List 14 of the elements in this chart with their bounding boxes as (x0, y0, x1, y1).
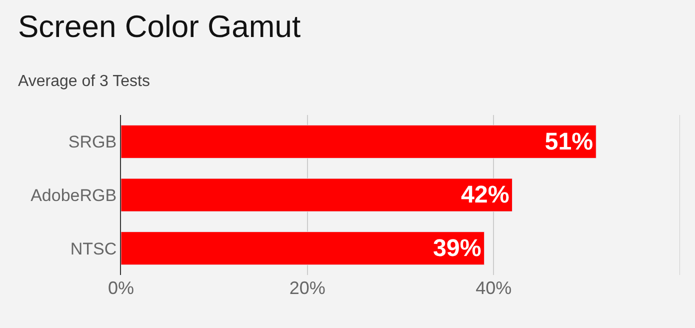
chart-subtitle: Average of 3 Tests (18, 73, 150, 90)
y-tick-label: NTSC (70, 239, 117, 258)
y-tick-label: SRGB (68, 132, 117, 152)
bar (121, 124, 596, 158)
bar (121, 178, 513, 212)
data-label: 39% (432, 235, 482, 262)
data-label: 51% (544, 128, 594, 156)
x-tick-label: 0% (108, 278, 134, 298)
data-label: 42% (460, 182, 510, 209)
bar (121, 232, 485, 266)
y-tick-label: AdobeRGB (30, 186, 117, 205)
x-tick-label: 20% (289, 278, 326, 298)
chart-title: Screen Color Gamut (18, 9, 301, 44)
x-tick-label: 40% (476, 278, 512, 298)
